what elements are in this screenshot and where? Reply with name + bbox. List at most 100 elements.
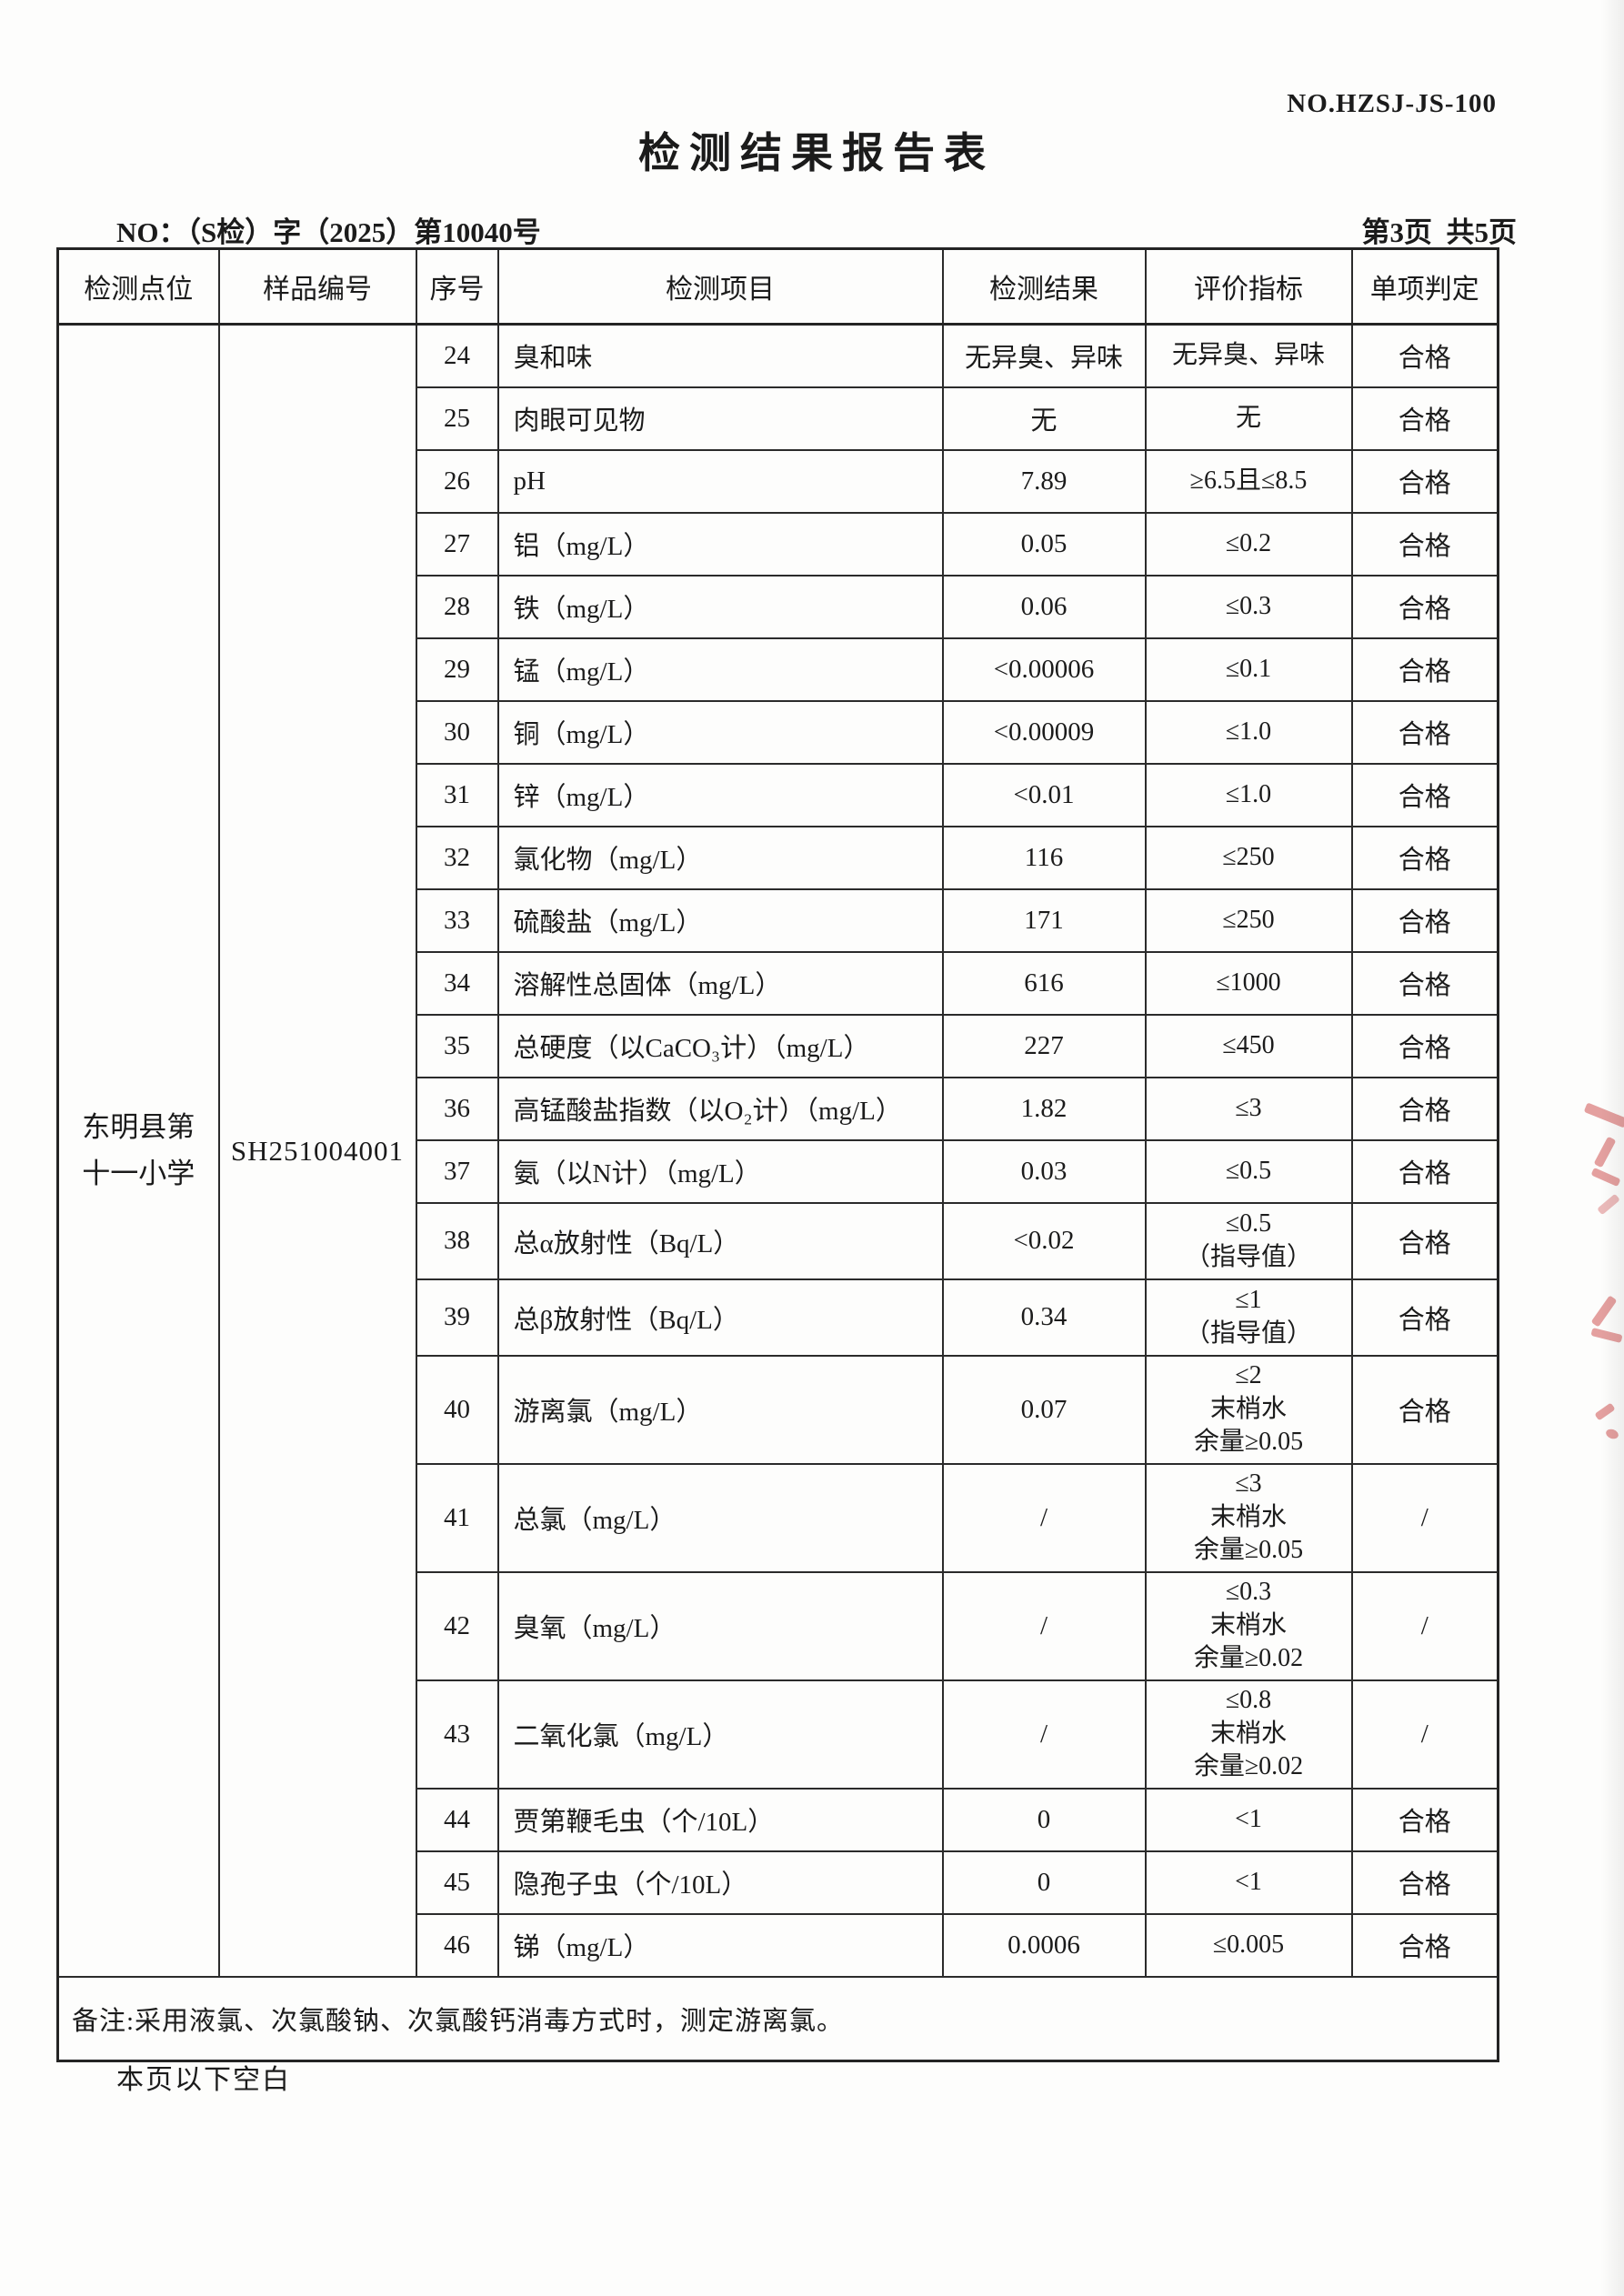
monitoring-point-cell: 东明县第 十一小学 [56, 323, 220, 1978]
test-item-cell: 总α放射性（Bq/L） [496, 1201, 944, 1280]
table-row: 36 高锰酸盐指数（以O₂计）（mg/L） 1.82 ≤3 合格 [58, 1076, 1499, 1141]
table-body: 东明县第 十一小学 SH251004001 24 臭和味 无异臭、异味 无异臭、异味 合格 2… [56, 323, 1499, 1978]
table-row: 34 溶解性总固体（mg/L） 616 ≤1000 合格 [58, 950, 1499, 1016]
test-result-cell: 616 [941, 950, 1147, 1016]
report-meta-row: NO：（S检）字（2025）第10040号 第3页 共5页 [116, 209, 1517, 250]
note-row: 备注:采用液氯、次氯酸钠、次氯酸钙消毒方式时，测定游离氯。 [56, 1975, 1499, 2061]
verdict-cell: 合格 [1350, 637, 1499, 702]
table-row: 46 锑（mg/L） 0.0006 ≤0.005 合格 [58, 1912, 1499, 1978]
verdict-cell: 合格 [1350, 1138, 1499, 1204]
table-row: 东明县第 十一小学 SH251004001 24 臭和味 无异臭、异味 无异臭、异味 合格 [56, 323, 1499, 1978]
standard-cell: 无异臭、异味 [1144, 323, 1353, 388]
row-no-cell: 24 [415, 323, 499, 388]
test-item-cell: 锑（mg/L） [496, 1912, 944, 1978]
standard-cell: ≤0.3 [1144, 574, 1353, 639]
test-result-cell: <0.01 [941, 762, 1147, 827]
verdict-cell: 合格 [1350, 1278, 1499, 1357]
table-row: 33 硫酸盐（mg/L） 171 ≤250 合格 [58, 887, 1499, 953]
standard-cell: 无 [1144, 386, 1353, 451]
verdict-cell: 合格 [1350, 1013, 1499, 1078]
verdict-cell: / [1350, 1462, 1499, 1573]
row-no-cell: 31 [415, 762, 499, 827]
row-no-cell: 42 [415, 1570, 499, 1681]
table-row: 37 氨（以N计）（mg/L） 0.03 ≤0.5 合格 [58, 1138, 1499, 1204]
test-item-cell: 游离氯（mg/L） [496, 1354, 944, 1465]
test-result-cell: 116 [941, 825, 1147, 890]
table-row: 39 总β放射性（Bq/L） 0.34 ≤1 （指导值） 合格 [58, 1278, 1499, 1357]
row-no-cell: 26 [415, 448, 499, 514]
test-item-cell: 铁（mg/L） [496, 574, 944, 639]
test-result-cell: 1.82 [941, 1076, 1147, 1141]
test-result-cell: 0.05 [941, 511, 1147, 577]
col-header-item: 检测项目 [496, 247, 944, 326]
test-result-cell: 7.89 [941, 448, 1147, 514]
row-no-cell: 33 [415, 887, 499, 953]
test-result-cell: <0.00009 [941, 699, 1147, 765]
table-row: 31 锌（mg/L） <0.01 ≤1.0 合格 [58, 762, 1499, 827]
test-result-cell: 无 [941, 386, 1147, 451]
test-item-cell: 臭氧（mg/L） [496, 1570, 944, 1681]
test-result-cell: <0.02 [941, 1201, 1147, 1280]
standard-cell: ≤0.005 [1144, 1912, 1353, 1978]
test-result-cell: 227 [941, 1013, 1147, 1078]
test-result-cell: 0.34 [941, 1278, 1147, 1357]
col-header-verdict: 单项判定 [1350, 247, 1499, 326]
test-item-cell: pH [496, 448, 944, 514]
standard-cell: ≤1000 [1144, 950, 1353, 1016]
row-no-cell: 39 [415, 1278, 499, 1357]
verdict-cell: 合格 [1350, 1912, 1499, 1978]
standard-cell: ≤1 （指导值） [1144, 1278, 1353, 1357]
test-item-cell: 总β放射性（Bq/L） [496, 1278, 944, 1357]
row-no-cell: 27 [415, 511, 499, 577]
standard-cell: ≤0.8 末梢水 余量≥0.02 [1144, 1679, 1353, 1790]
table-row: 32 氯化物（mg/L） 116 ≤250 合格 [58, 825, 1499, 890]
test-item-cell: 溶解性总固体（mg/L） [496, 950, 944, 1016]
test-result-cell: 0.03 [941, 1138, 1147, 1204]
col-header-point: 检测点位 [56, 247, 220, 326]
verdict-cell: 合格 [1350, 574, 1499, 639]
verdict-cell: 合格 [1350, 699, 1499, 765]
report-number: NO：（S检）字（2025）第10040号 [116, 216, 541, 248]
document-number: NO.HZSJ-JS-100 [1287, 89, 1497, 118]
results-table: 检测点位 样品编号 序号 检测项目 检测结果 评价指标 单项判定 东明县第 十一… [56, 247, 1499, 2062]
table-row: 40 游离氯（mg/L） 0.07 ≤2 末梢水 余量≥0.05 合格 [58, 1354, 1499, 1465]
test-item-cell: 铝（mg/L） [496, 511, 944, 577]
row-no-cell: 25 [415, 386, 499, 451]
table-row: 44 贾第鞭毛虫（个/10L） 0 <1 合格 [58, 1787, 1499, 1852]
standard-cell: ≤0.5 [1144, 1138, 1353, 1204]
sample-id-cell: SH251004001 [217, 323, 417, 1978]
table-row: 45 隐孢子虫（个/10L） 0 <1 合格 [58, 1850, 1499, 1915]
test-item-cell: 总硬度（以CaCO₃计）（mg/L） [496, 1013, 944, 1078]
test-item-cell: 硫酸盐（mg/L） [496, 887, 944, 953]
page-number-info: 第3页 共5页 [1361, 216, 1518, 248]
verdict-cell: 合格 [1350, 323, 1499, 388]
test-result-cell: / [941, 1570, 1147, 1681]
col-header-sample-id: 样品编号 [217, 247, 417, 326]
table-row: 35 总硬度（以CaCO₃计）（mg/L） 227 ≤450 合格 [58, 1013, 1499, 1078]
verdict-cell: 合格 [1350, 511, 1499, 577]
test-result-cell: / [941, 1462, 1147, 1573]
row-no-cell: 40 [415, 1354, 499, 1465]
test-item-cell: 锌（mg/L） [496, 762, 944, 827]
col-header-index: 序号 [415, 247, 499, 326]
row-no-cell: 30 [415, 699, 499, 765]
row-no-cell: 43 [415, 1679, 499, 1790]
scan-edge-shade [1600, 0, 1624, 2296]
table-row: 42 臭氧（mg/L） / ≤0.3 末梢水 余量≥0.02/ [58, 1570, 1499, 1681]
verdict-cell: 合格 [1350, 1076, 1499, 1141]
standard-cell: ≤250 [1144, 887, 1353, 953]
verdict-cell: / [1350, 1570, 1499, 1681]
table-row: 41 总氯（mg/L） / ≤3 末梢水 余量≥0.05/ [58, 1462, 1499, 1573]
test-item-cell: 铜（mg/L） [496, 699, 944, 765]
standard-cell: ≤1.0 [1144, 699, 1353, 765]
test-result-cell: 0 [941, 1787, 1147, 1852]
row-no-cell: 44 [415, 1787, 499, 1852]
standard-cell: ≤3 [1144, 1076, 1353, 1141]
table-row: 29 锰（mg/L） <0.00006 ≤0.1 合格 [58, 637, 1499, 702]
standard-cell: ≤0.5 （指导值） [1144, 1201, 1353, 1280]
verdict-cell: 合格 [1350, 887, 1499, 953]
test-result-cell: 0.06 [941, 574, 1147, 639]
test-item-cell: 肉眼可见物 [496, 386, 944, 451]
row-no-cell: 35 [415, 1013, 499, 1078]
row-no-cell: 36 [415, 1076, 499, 1141]
